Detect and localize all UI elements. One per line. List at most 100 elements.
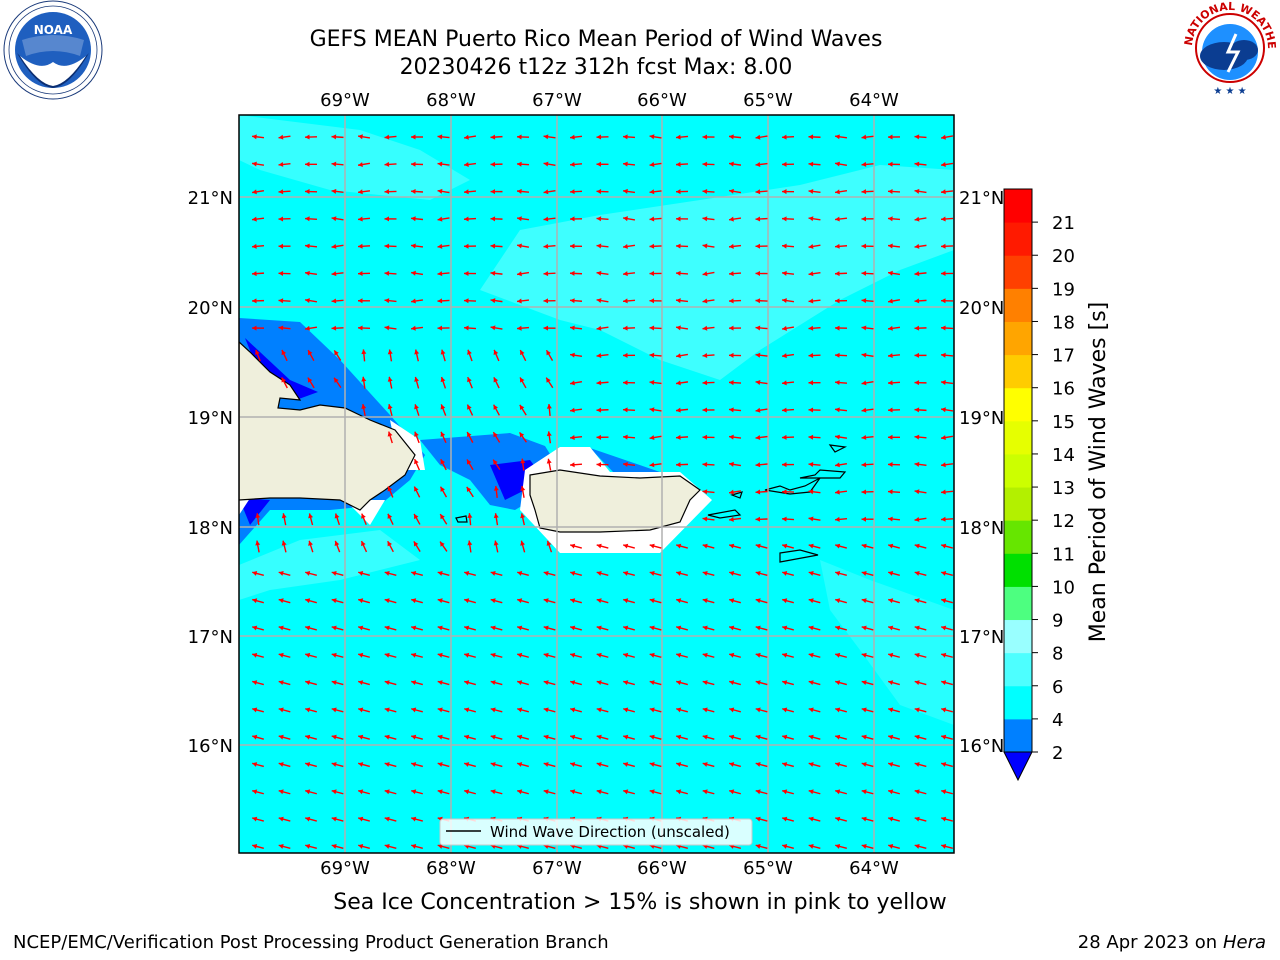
wave-direction-arrow [384, 734, 397, 740]
wave-direction-arrow [728, 461, 742, 467]
wave-band-lt2 [245, 338, 318, 400]
wave-direction-arrow [278, 762, 291, 768]
wave-direction-arrow [887, 462, 901, 468]
wave-direction-arrow [729, 598, 741, 604]
wave-direction-arrow [914, 243, 927, 249]
wave-direction-arrow [596, 762, 609, 768]
wave-direction-arrow [278, 652, 291, 658]
wave-direction-arrow [569, 161, 583, 167]
wave-direction-arrow [887, 270, 901, 276]
wave-direction-arrow [490, 652, 503, 658]
wave-direction-arrow [543, 216, 556, 222]
wave-direction-arrow [358, 625, 370, 631]
lat-tick-label: 18°N [188, 518, 233, 539]
wave-direction-arrow [411, 570, 423, 577]
lat-tick-label: 17°N [959, 627, 1004, 648]
wave-direction-arrow [252, 843, 264, 850]
wave-direction-arrow [413, 541, 421, 552]
wave-direction-arrow [649, 462, 662, 468]
wave-direction-arrow [411, 134, 423, 140]
colorbar-segment [1004, 189, 1032, 223]
wave-direction-arrow [861, 462, 874, 468]
wave-direction-arrow [331, 625, 344, 631]
map-frame [238, 114, 955, 854]
wave-direction-arrow [649, 271, 662, 277]
wave-direction-arrow [649, 243, 662, 249]
wave-direction-arrow [702, 462, 715, 468]
wave-direction-arrow [358, 816, 370, 822]
wave-direction-arrow [305, 625, 317, 631]
wave-direction-arrow [702, 762, 715, 768]
wave-direction-arrow [331, 188, 344, 194]
wave-direction-arrow [941, 816, 953, 822]
wave-direction-arrow [414, 404, 420, 416]
wave-direction-arrow [463, 298, 477, 304]
wave-direction-arrow [649, 189, 662, 195]
wave-direction-arrow [331, 680, 344, 686]
colorbar-tick-label: 10 [1052, 577, 1075, 598]
wind-wave-arrows [251, 134, 954, 850]
wave-direction-arrow [410, 216, 424, 222]
wave-direction-arrow [702, 161, 715, 167]
wave-direction-arrow [464, 652, 476, 658]
wave-direction-arrow [834, 434, 848, 440]
wave-direction-arrow [596, 625, 609, 631]
wave-direction-arrow [519, 431, 527, 443]
wave-direction-arrow [649, 734, 662, 740]
wave-direction-arrow [543, 271, 556, 277]
wave-direction-arrow [808, 843, 821, 850]
wave-direction-arrow [596, 270, 609, 276]
wave-direction-arrow [729, 707, 741, 713]
wave-direction-arrow [941, 652, 953, 658]
wave-direction-arrow [702, 353, 715, 359]
noaa-logo-text: NOAA [34, 23, 73, 37]
wave-direction-arrow [914, 188, 927, 194]
wave-direction-arrow [887, 325, 901, 331]
colorbar-tick-label: 11 [1052, 544, 1075, 565]
lat-tick-label: 17°N [188, 627, 233, 648]
wave-direction-arrow [834, 161, 848, 167]
wave-direction-arrow [384, 570, 397, 577]
wave-direction-arrow [728, 516, 742, 522]
wave-direction-arrow [255, 349, 261, 362]
wave-direction-arrow [305, 843, 317, 850]
lon-tick-label: 64°W [849, 90, 899, 111]
wave-direction-arrow [516, 188, 530, 194]
wave-direction-arrow [304, 189, 318, 195]
wave-direction-arrow [464, 789, 476, 795]
wave-direction-arrow [467, 349, 473, 362]
colorbar-tick-label: 20 [1052, 246, 1075, 267]
wave-direction-arrow [361, 513, 367, 526]
wave-direction-arrow [808, 380, 821, 386]
wave-direction-arrow [411, 625, 423, 631]
wave-direction-arrow [755, 134, 768, 140]
wave-direction-arrow [861, 434, 874, 440]
wave-direction-arrow [887, 216, 901, 222]
wave-direction-arrow [358, 762, 370, 768]
wave-direction-arrow [808, 161, 821, 167]
wave-direction-arrow [623, 652, 635, 658]
lat-tick-label: 16°N [959, 736, 1004, 757]
wave-direction-arrow [463, 325, 477, 331]
wave-direction-arrow [808, 325, 821, 331]
wave-direction-arrow [941, 598, 953, 604]
wave-direction-arrow [437, 134, 450, 140]
wave-direction-arrow [251, 298, 265, 304]
wave-direction-arrow [728, 216, 742, 222]
wave-direction-arrow [517, 734, 529, 740]
wave-direction-arrow [887, 189, 901, 195]
wave-direction-arrow [437, 216, 450, 222]
wave-direction-arrow [569, 352, 583, 358]
wave-direction-arrow [781, 353, 795, 359]
wave-direction-arrow [543, 680, 556, 686]
wave-direction-arrow [914, 489, 927, 495]
wave-direction-arrow [622, 161, 636, 167]
wave-direction-arrow [305, 816, 317, 822]
wave-direction-arrow [781, 489, 795, 495]
wave-direction-arrow [437, 625, 450, 631]
wave-direction-arrow [914, 734, 927, 740]
wave-direction-arrow [888, 762, 900, 768]
wave-direction-arrow [410, 189, 424, 194]
wave-direction-arrow [384, 270, 397, 276]
wave-direction-arrow [941, 734, 953, 740]
